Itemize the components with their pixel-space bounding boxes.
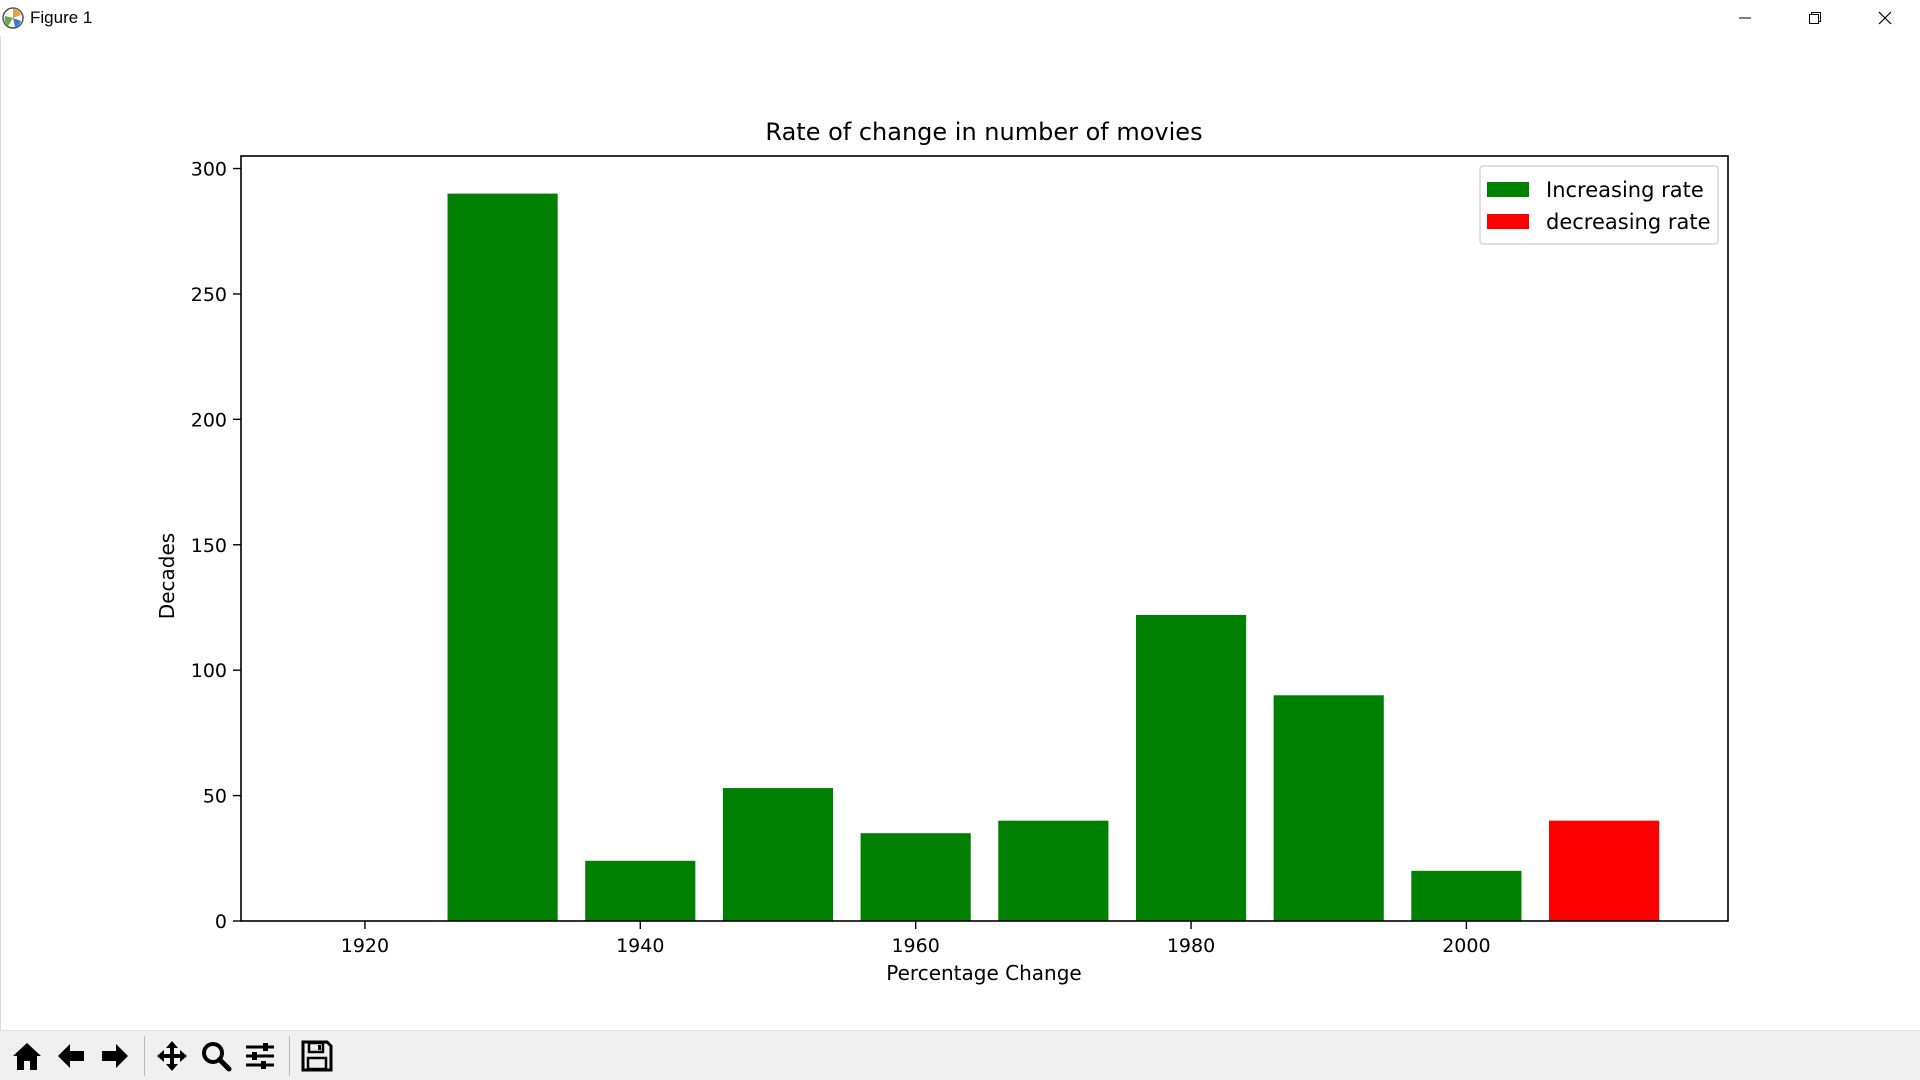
close-icon bbox=[1878, 11, 1892, 25]
back-button[interactable] bbox=[50, 1034, 92, 1078]
window-titlebar: Figure 1 bbox=[0, 0, 1920, 37]
figure-canvas: Rate of change in number of movies Perce… bbox=[0, 36, 1920, 1030]
bar-2010 bbox=[1549, 820, 1660, 921]
y-tick-label: 50 bbox=[203, 786, 227, 808]
close-button[interactable] bbox=[1850, 0, 1920, 36]
navigation-toolbar bbox=[0, 1030, 1920, 1080]
x-tick-label: 1920 bbox=[341, 935, 389, 957]
y-tick-label: 0 bbox=[215, 911, 227, 933]
y-tick-label: 200 bbox=[191, 409, 227, 431]
chart-title: Rate of change in number of movies bbox=[765, 118, 1202, 146]
y-tick-label: 150 bbox=[191, 535, 227, 557]
x-tick-label: 1940 bbox=[616, 935, 664, 957]
bar-1990 bbox=[1273, 695, 1384, 921]
toolbar-separator bbox=[289, 1035, 290, 1076]
pan-icon bbox=[157, 1040, 187, 1071]
restore-icon bbox=[1809, 12, 1821, 24]
y-tick-label: 250 bbox=[191, 284, 227, 306]
legend-label-decreasing: decreasing rate bbox=[1546, 210, 1711, 234]
bar-1960 bbox=[860, 833, 971, 921]
bar-chart: Rate of change in number of movies Perce… bbox=[155, 118, 1729, 985]
forward-arrow-icon bbox=[102, 1043, 128, 1068]
y-tick-label: 300 bbox=[191, 159, 227, 181]
bar-1980 bbox=[1135, 615, 1247, 921]
y-axis-label: Decades bbox=[155, 533, 179, 619]
minimize-button[interactable] bbox=[1710, 0, 1780, 36]
legend-swatch-decreasing bbox=[1487, 214, 1529, 229]
minimize-icon bbox=[1739, 17, 1751, 19]
toolbar-separator bbox=[144, 1035, 145, 1076]
save-icon bbox=[301, 1040, 333, 1071]
x-tick-label: 1960 bbox=[891, 935, 939, 957]
bar-1950 bbox=[722, 788, 834, 921]
forward-button[interactable] bbox=[94, 1034, 136, 1078]
plot-area-frame bbox=[240, 155, 1729, 922]
configure-subplots-button[interactable] bbox=[239, 1034, 281, 1078]
save-button[interactable] bbox=[296, 1034, 338, 1078]
back-arrow-icon bbox=[58, 1043, 84, 1068]
matplotlib-app-icon bbox=[2, 7, 24, 29]
legend-label-increasing: Increasing rate bbox=[1546, 178, 1704, 202]
bar-1940 bbox=[585, 860, 696, 921]
bar-1970 bbox=[998, 820, 1109, 921]
home-button[interactable] bbox=[6, 1034, 48, 1078]
x-tick-label: 2000 bbox=[1442, 935, 1490, 957]
window-title: Figure 1 bbox=[30, 8, 93, 27]
x-axis-label: Percentage Change bbox=[886, 961, 1081, 985]
legend-box bbox=[1479, 165, 1719, 245]
pan-button[interactable] bbox=[151, 1034, 193, 1078]
zoom-button[interactable] bbox=[195, 1034, 237, 1078]
zoom-icon bbox=[202, 1041, 232, 1071]
home-icon bbox=[13, 1042, 41, 1070]
y-tick-label: 100 bbox=[191, 660, 227, 682]
x-tick-label: 1980 bbox=[1167, 935, 1215, 957]
legend-swatch-increasing bbox=[1487, 182, 1529, 197]
configure-subplots-icon bbox=[246, 1042, 274, 1069]
bar-1930 bbox=[447, 193, 558, 921]
bar-2000 bbox=[1411, 870, 1522, 921]
restore-button[interactable] bbox=[1780, 0, 1850, 36]
